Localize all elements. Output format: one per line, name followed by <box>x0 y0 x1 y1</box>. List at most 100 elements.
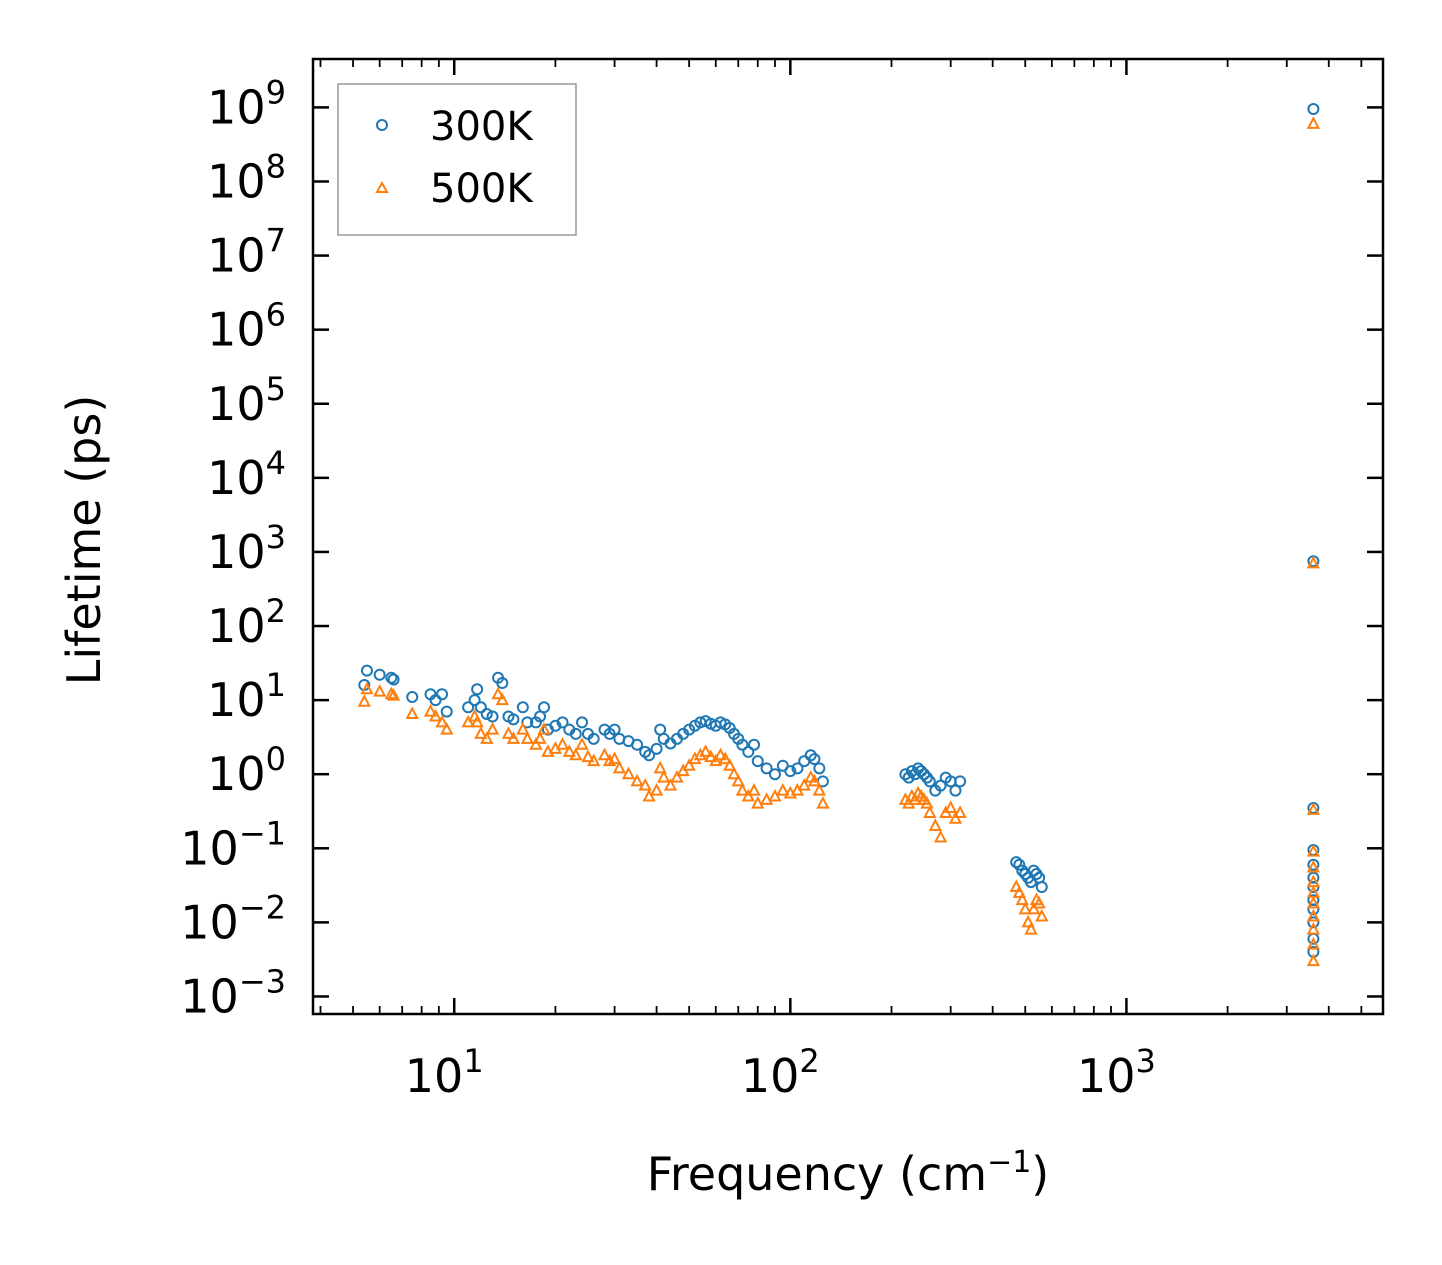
label-layer: 101 102 103 109 108 107 106 105 104 103 102 101 100 1… <box>180 73 1156 1103</box>
data-point-500K <box>373 684 387 697</box>
data-point-500K <box>1032 895 1046 909</box>
y-tick-label: 109 <box>207 73 286 134</box>
data-point-500K <box>495 692 509 706</box>
y-tick-label: 10−1 <box>180 814 286 875</box>
data-point-300K <box>569 727 582 740</box>
data-point-500K <box>797 778 811 791</box>
data-point-500K <box>491 686 505 700</box>
data-point-500K <box>747 782 761 796</box>
data-point-500K <box>612 760 627 774</box>
data-point-500K <box>1306 953 1321 967</box>
data-point-300K <box>373 668 386 681</box>
data-point-500K <box>920 796 934 809</box>
data-point-500K <box>663 778 678 791</box>
data-point-300K <box>496 677 509 690</box>
data-point-500K <box>516 721 530 735</box>
data-point-300K <box>1307 103 1320 116</box>
data-point-500K <box>1306 116 1321 129</box>
data-point-500K <box>713 747 728 761</box>
data-point-500K <box>480 731 494 744</box>
data-point-500K <box>657 769 671 783</box>
plot-frame <box>311 57 1385 1016</box>
data-point-500K <box>555 737 570 750</box>
data-point-500K <box>1021 914 1035 928</box>
data-point-500K <box>699 744 713 757</box>
data-point-500K <box>653 760 667 774</box>
data-point-300K <box>576 716 589 729</box>
data-point-500K <box>723 758 737 771</box>
data-point-300K <box>791 762 804 775</box>
data-point-500K <box>423 703 438 717</box>
data-point-500K <box>759 792 774 805</box>
data-point-500K <box>928 818 942 831</box>
data-point-500K <box>474 726 488 739</box>
y-tick-label: 10−2 <box>180 888 286 949</box>
data-point-500K <box>386 687 401 701</box>
data-point-500K <box>607 751 622 765</box>
data-point-500K <box>693 747 708 761</box>
data-point-500K <box>1012 885 1026 898</box>
y-tick-label: 102 <box>207 592 286 653</box>
legend-box <box>337 83 577 236</box>
data-point-300K <box>650 742 663 755</box>
data-point-300K <box>923 775 936 788</box>
data-point-500K <box>727 766 741 780</box>
data-point-300K <box>1307 858 1320 871</box>
data-point-500K <box>735 782 750 796</box>
data-point-300K <box>954 775 967 788</box>
data-point-300K <box>507 713 520 726</box>
y-tick-label: 103 <box>207 518 286 579</box>
data-point-500K <box>1306 555 1321 569</box>
data-point-500K <box>741 788 755 802</box>
y-axis-label: Lifetime (ps) <box>57 395 111 686</box>
data-point-300K <box>462 701 475 714</box>
data-point-500K <box>642 788 656 802</box>
tick-layer <box>313 59 1383 1014</box>
data-point-300K <box>608 723 621 736</box>
data-point-300K <box>468 694 481 707</box>
data-point-500K <box>1015 892 1029 906</box>
data-point-500K <box>621 766 636 780</box>
data-point-300K <box>751 755 764 768</box>
data-point-500K <box>581 749 595 763</box>
data-point-500K <box>1024 921 1038 935</box>
data-point-300K <box>538 701 551 714</box>
data-point-500K <box>709 753 723 767</box>
data-point-300K <box>643 749 656 762</box>
data-point-300K <box>1035 881 1048 894</box>
data-point-500K <box>807 773 822 787</box>
data-point-500K <box>1306 937 1321 950</box>
data-point-300K <box>471 683 484 696</box>
y-tick-label: 106 <box>207 296 286 357</box>
data-point-500K <box>933 829 948 843</box>
data-point-500K <box>461 714 475 728</box>
x-tick-label: 103 <box>1077 1042 1156 1103</box>
data-point-500K <box>1306 908 1321 922</box>
data-point-300K <box>436 688 449 701</box>
data-point-300K <box>486 710 499 723</box>
legend-label-300k: 300K <box>430 104 534 150</box>
data-point-500K <box>704 749 718 763</box>
x-tick-label: 101 <box>405 1042 484 1103</box>
data-point-500K <box>816 796 830 809</box>
data-point-500K <box>520 731 534 744</box>
y-tick-label: 105 <box>207 370 286 431</box>
data-point-300K <box>808 753 821 766</box>
data-point-500K <box>670 769 684 783</box>
data-point-500K <box>953 805 967 818</box>
data-point-500K <box>1306 844 1321 857</box>
data-point-500K <box>485 721 500 735</box>
legend-label-500k: 500K <box>430 166 534 212</box>
data-point-500K <box>1009 879 1023 893</box>
data-point-500K <box>357 694 371 707</box>
data-point-500K <box>602 753 617 767</box>
data-point-500K <box>649 782 664 796</box>
y-tick-label: 104 <box>207 444 286 505</box>
data-point-300K <box>521 716 534 729</box>
data-point-300K <box>742 745 755 758</box>
data-point-500K <box>1306 921 1321 935</box>
data-point-300K <box>474 701 487 714</box>
data-point-300K <box>631 738 644 751</box>
data-point-500K <box>470 714 484 728</box>
